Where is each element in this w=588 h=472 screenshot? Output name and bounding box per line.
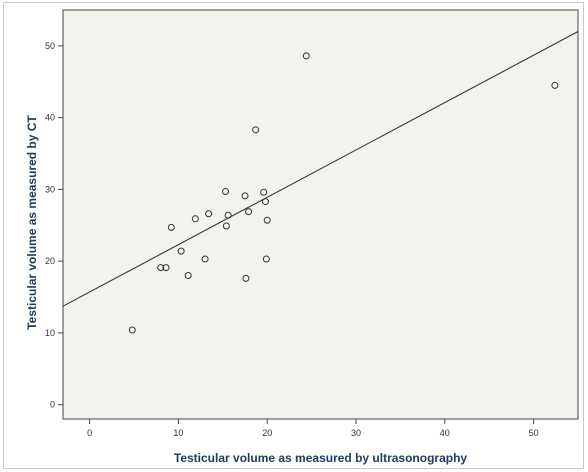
x-tick-label-10: 10 <box>173 428 183 438</box>
data-point-2 <box>157 264 165 272</box>
y-tick-label-10: 10 <box>45 328 55 338</box>
data-point-5 <box>177 247 185 255</box>
y-tick-label-30: 30 <box>45 184 55 194</box>
x-tick-label-50: 50 <box>529 428 539 438</box>
data-point-21 <box>302 52 310 60</box>
data-point-11 <box>222 222 230 230</box>
x-axis-title: Testicular volume as measured by ultraso… <box>174 451 468 465</box>
data-point-16 <box>252 126 260 134</box>
y-axis: 0 10 20 30 40 50 <box>45 41 63 410</box>
fit-line <box>62 31 579 307</box>
y-tick-label-40: 40 <box>45 113 55 123</box>
data-point-19 <box>262 255 270 263</box>
data-point-22 <box>551 81 559 89</box>
data-point-1 <box>128 326 136 334</box>
fit-line-layer <box>62 31 579 307</box>
data-point-13 <box>241 192 249 200</box>
x-tick-label-30: 30 <box>351 428 361 438</box>
data-point-6 <box>184 271 192 279</box>
data-point-15 <box>245 208 253 216</box>
data-point-4 <box>167 223 175 231</box>
data-point-12 <box>224 211 232 219</box>
x-tick-label-40: 40 <box>440 428 450 438</box>
data-point-9 <box>205 210 213 218</box>
data-point-14 <box>242 274 250 282</box>
plot-area <box>62 9 579 420</box>
y-tick-label-20: 20 <box>45 256 55 266</box>
x-tick-label-0: 0 <box>87 428 92 438</box>
data-point-18 <box>261 198 269 206</box>
y-tick-label-0: 0 <box>50 400 55 410</box>
y-axis-title: Testicular volume as measured by CT <box>25 115 39 330</box>
data-point-8 <box>201 255 209 263</box>
points-layer <box>128 52 559 334</box>
x-axis: 0 10 20 30 40 50 <box>87 419 539 438</box>
data-point-7 <box>191 215 199 223</box>
data-point-3 <box>162 264 170 272</box>
data-point-10 <box>221 188 229 196</box>
data-point-17 <box>260 188 268 196</box>
x-tick-label-20: 20 <box>262 428 272 438</box>
data-point-20 <box>263 216 271 224</box>
y-tick-label-50: 50 <box>45 41 55 51</box>
